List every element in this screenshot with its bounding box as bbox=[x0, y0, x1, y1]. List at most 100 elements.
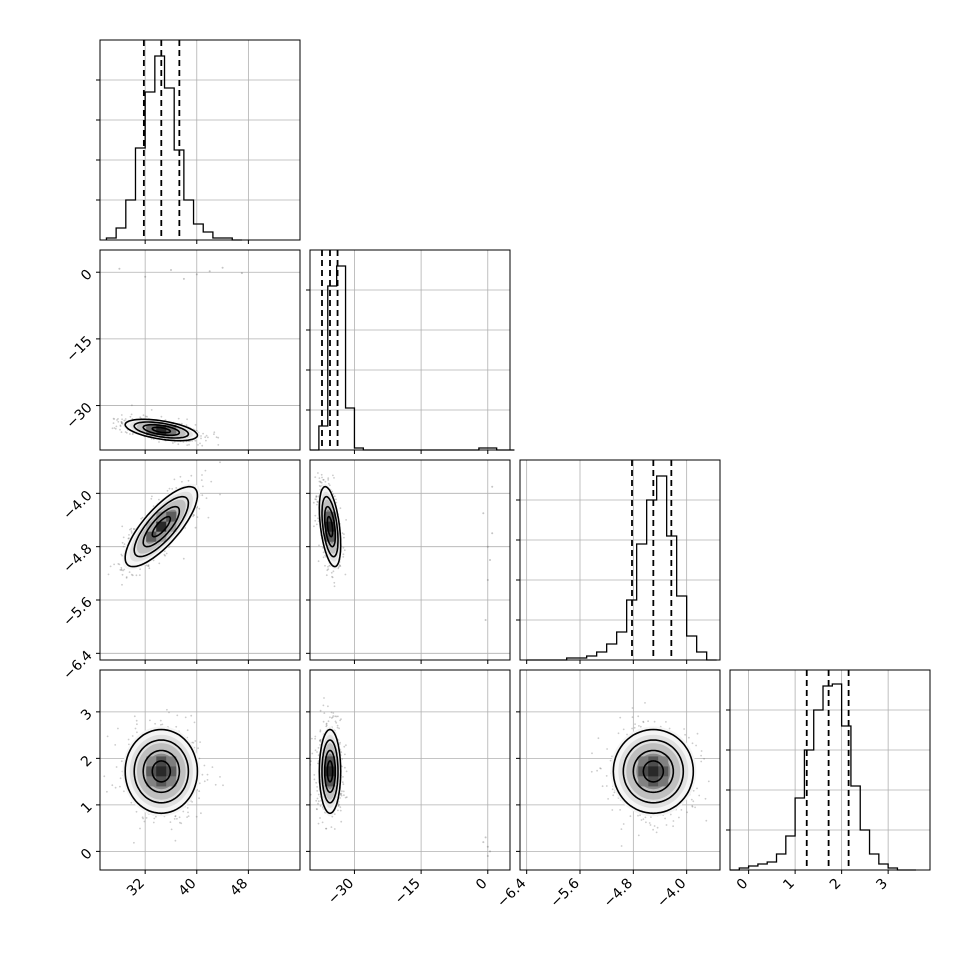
sample-point bbox=[192, 515, 195, 518]
sample-point bbox=[344, 753, 346, 756]
sample-point bbox=[319, 739, 321, 742]
contour-line bbox=[318, 485, 342, 568]
sample-point bbox=[119, 428, 121, 431]
sample-point bbox=[323, 712, 326, 714]
sample-point bbox=[142, 414, 145, 417]
sample-point bbox=[695, 744, 697, 747]
outlier-point bbox=[170, 269, 172, 271]
sample-point bbox=[645, 821, 647, 824]
sample-point bbox=[668, 727, 671, 730]
density-cell bbox=[156, 425, 167, 435]
sample-point bbox=[204, 469, 207, 472]
sample-point bbox=[120, 568, 123, 571]
sample-point bbox=[342, 783, 345, 786]
sample-point bbox=[652, 828, 654, 831]
sample-point bbox=[319, 730, 322, 733]
sample-point bbox=[121, 573, 124, 576]
sample-point bbox=[342, 553, 345, 556]
sample-point bbox=[124, 431, 127, 433]
density-group bbox=[111, 266, 243, 447]
sample-point bbox=[597, 737, 600, 740]
panel-frame bbox=[99, 249, 301, 451]
panel-frame bbox=[99, 39, 301, 241]
sample-point bbox=[120, 414, 123, 416]
sample-point bbox=[591, 752, 593, 755]
sample-point bbox=[335, 715, 338, 718]
sample-point bbox=[316, 751, 318, 753]
sample-point bbox=[193, 721, 196, 724]
sample-point bbox=[692, 789, 695, 792]
sample-point bbox=[343, 794, 345, 797]
sample-point bbox=[334, 720, 337, 723]
sample-point bbox=[123, 568, 126, 571]
sample-point bbox=[164, 554, 167, 557]
sample-point bbox=[337, 804, 340, 807]
sample-point bbox=[655, 831, 658, 834]
sample-point bbox=[314, 476, 317, 478]
sample-point bbox=[330, 717, 333, 719]
sample-point bbox=[190, 474, 193, 477]
sample-point bbox=[684, 733, 686, 736]
contour-line bbox=[632, 749, 675, 794]
sample-point bbox=[340, 751, 343, 754]
sample-point bbox=[315, 808, 318, 810]
sample-point bbox=[665, 721, 667, 723]
sample-point bbox=[128, 534, 130, 536]
density-cell bbox=[166, 766, 177, 777]
sample-point bbox=[639, 814, 641, 817]
sample-point bbox=[596, 769, 598, 772]
sample-point bbox=[330, 711, 333, 714]
sample-point bbox=[175, 487, 178, 489]
contour-line bbox=[124, 418, 199, 442]
sample-point bbox=[315, 495, 318, 497]
sample-point bbox=[170, 828, 173, 831]
sample-point bbox=[114, 744, 117, 746]
sample-point bbox=[339, 809, 342, 812]
sample-point bbox=[198, 790, 201, 793]
sample-point bbox=[147, 565, 149, 567]
histogram-panel bbox=[96, 39, 301, 244]
sample-point bbox=[642, 721, 645, 724]
density-cell bbox=[166, 756, 177, 767]
sample-point bbox=[319, 481, 322, 484]
sample-point bbox=[181, 480, 183, 483]
panel-frame bbox=[309, 249, 511, 451]
sample-point bbox=[315, 799, 318, 802]
sample-point bbox=[325, 724, 328, 727]
sample-point bbox=[140, 517, 143, 520]
sample-point bbox=[187, 811, 189, 814]
sample-point bbox=[119, 777, 122, 780]
sample-point bbox=[318, 477, 321, 479]
sample-point bbox=[186, 444, 189, 446]
sample-point bbox=[343, 536, 345, 539]
sample-point bbox=[331, 716, 334, 719]
outlier-point bbox=[240, 272, 243, 275]
density-cell bbox=[166, 425, 177, 435]
sample-point bbox=[175, 725, 178, 728]
sample-point bbox=[342, 790, 345, 793]
sample-point bbox=[122, 545, 125, 548]
sample-point bbox=[333, 828, 336, 830]
sample-point bbox=[145, 817, 148, 819]
outlier-point bbox=[486, 579, 489, 581]
sample-point bbox=[201, 444, 204, 447]
sample-point bbox=[327, 720, 330, 723]
sample-point bbox=[125, 577, 128, 579]
contour-line bbox=[321, 739, 339, 804]
sample-point bbox=[315, 498, 318, 501]
sample-point bbox=[315, 523, 318, 526]
sample-point bbox=[112, 417, 115, 420]
density-group bbox=[310, 697, 491, 857]
sample-point bbox=[112, 422, 115, 424]
sample-point bbox=[692, 800, 695, 803]
sample-point bbox=[601, 785, 604, 788]
sample-point bbox=[321, 821, 324, 824]
sample-point bbox=[620, 845, 623, 847]
outlier-point bbox=[486, 545, 489, 548]
sample-point bbox=[312, 501, 315, 504]
sample-point bbox=[160, 723, 162, 726]
sample-point bbox=[683, 728, 685, 730]
outlier-point bbox=[144, 275, 147, 278]
sample-point bbox=[135, 719, 138, 722]
sample-point bbox=[153, 817, 156, 820]
